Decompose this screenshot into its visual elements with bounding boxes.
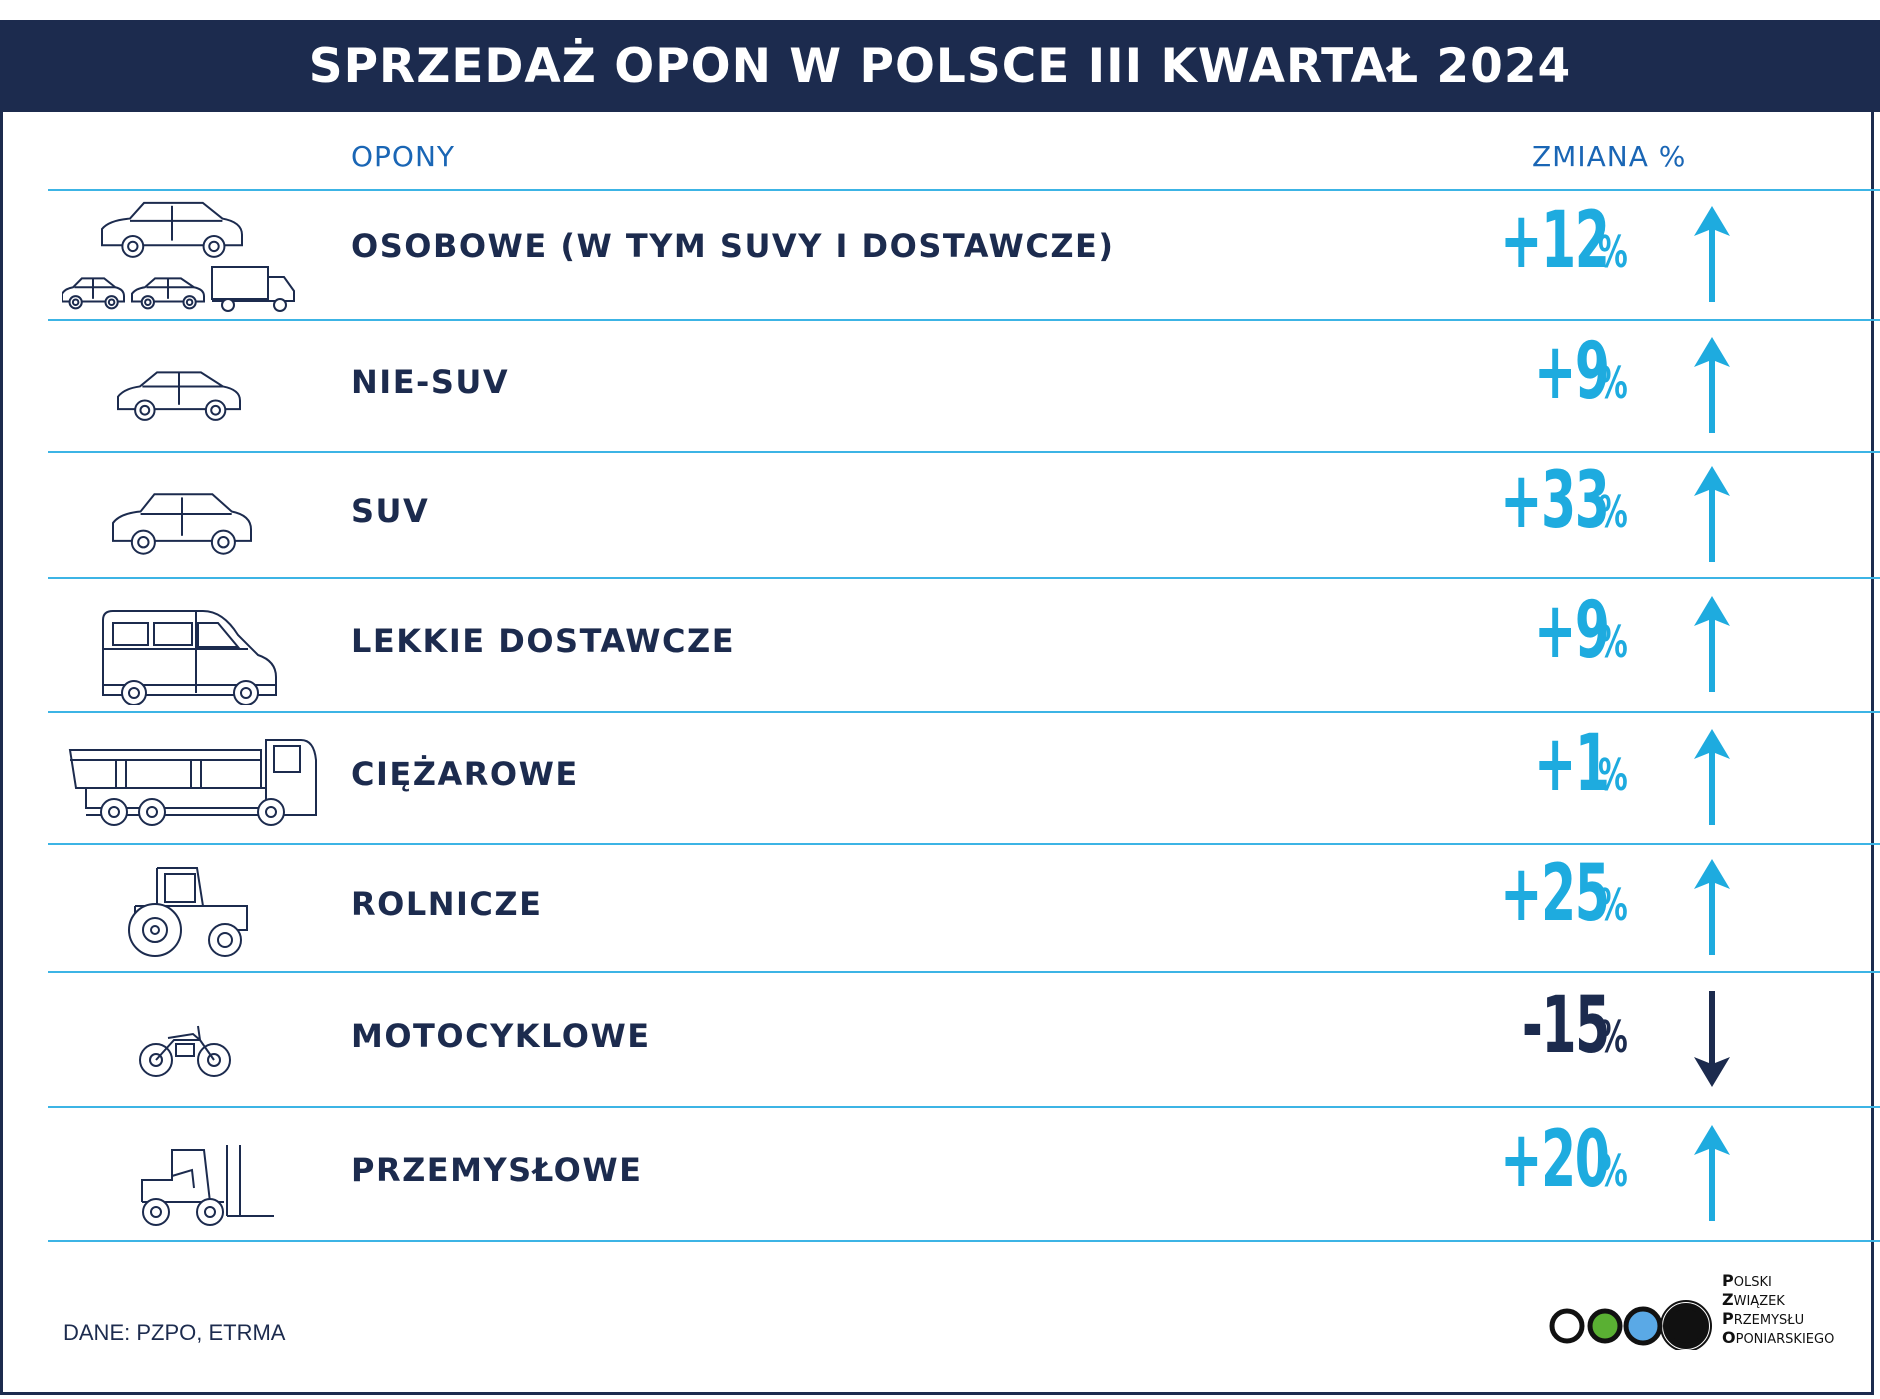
change-number: +33 xyxy=(1499,456,1610,546)
category-label: SUV xyxy=(351,492,430,530)
row-divider xyxy=(48,451,1880,453)
page-title: SPRZEDAŻ OPON W POLSCE III KWARTAŁ 2024 xyxy=(308,38,1572,94)
arrow-up-icon xyxy=(1694,466,1730,562)
arrow-up-icon xyxy=(1694,859,1730,955)
change-value: +20% xyxy=(1458,1115,1638,1205)
change-value: +9% xyxy=(1505,327,1638,417)
logo-text-line: OPONIARSKIEGO xyxy=(1722,1328,1835,1347)
change-value: +33% xyxy=(1458,456,1638,546)
logo-text-line: POLSKI xyxy=(1722,1271,1772,1290)
pzpo-logo-icon xyxy=(1549,1300,1712,1350)
change-number: +9 xyxy=(1533,327,1610,417)
van-icon xyxy=(102,610,277,705)
change-value: +12% xyxy=(1458,196,1638,286)
logo-circle xyxy=(1623,1306,1663,1346)
logo-circle xyxy=(1587,1308,1623,1344)
percent-sign: % xyxy=(1598,487,1629,538)
percent-sign: % xyxy=(1598,227,1629,278)
change-number: +20 xyxy=(1499,1115,1610,1205)
suv-icon xyxy=(112,493,252,555)
title-banner: SPRZEDAŻ OPON W POLSCE III KWARTAŁ 2024 xyxy=(0,20,1880,112)
column-header-category: OPONY xyxy=(351,140,456,173)
row-divider xyxy=(48,971,1880,973)
category-label: LEKKIE DOSTAWCZE xyxy=(351,622,736,660)
category-label: ROLNICZE xyxy=(351,885,543,923)
change-number: +1 xyxy=(1533,719,1610,809)
change-value: +1% xyxy=(1505,719,1638,809)
arrow-up-icon xyxy=(1694,337,1730,433)
change-value: -15% xyxy=(1488,981,1638,1071)
logo-text-line: ZWIĄZEK xyxy=(1722,1290,1785,1309)
row-divider xyxy=(48,1106,1880,1108)
row-divider xyxy=(48,319,1880,321)
arrow-up-icon xyxy=(1694,206,1730,302)
percent-sign: % xyxy=(1598,1146,1629,1197)
change-number: +12 xyxy=(1499,196,1610,286)
arrow-up-icon xyxy=(1694,596,1730,692)
hatchback-icon xyxy=(117,371,241,421)
category-label: OSOBOWE (W TYM SUVY I DOSTAWCZE) xyxy=(351,227,1115,265)
row-divider xyxy=(48,189,1880,191)
logo-circle xyxy=(1549,1308,1585,1344)
change-number: +25 xyxy=(1499,849,1610,939)
forklift-icon xyxy=(141,1145,274,1226)
change-value: +25% xyxy=(1458,849,1638,939)
change-number: +9 xyxy=(1533,586,1610,676)
percent-sign: % xyxy=(1598,1011,1629,1063)
row-divider xyxy=(48,1240,1880,1242)
logo-text-line: PRZEMYSŁU xyxy=(1722,1309,1805,1328)
column-header-change: ZMIANA % xyxy=(1532,140,1687,173)
category-label: MOTOCYKLOWE xyxy=(351,1016,651,1055)
category-label: NIE-SUV xyxy=(351,363,510,401)
content-frame xyxy=(0,20,1874,1395)
arrow-up-icon xyxy=(1694,1125,1730,1221)
cars-group-icon xyxy=(62,201,295,312)
percent-sign: % xyxy=(1598,750,1629,801)
tractor-icon xyxy=(128,867,248,957)
category-label: PRZEMYSŁOWE xyxy=(351,1151,643,1189)
logo-circle xyxy=(1663,1303,1709,1349)
arrow-down-icon xyxy=(1694,990,1730,1087)
row-divider xyxy=(48,843,1880,845)
row-divider xyxy=(48,577,1880,579)
truck-icon xyxy=(68,739,317,826)
category-label: CIĘŻAROWE xyxy=(351,755,579,793)
percent-sign: % xyxy=(1598,880,1629,931)
arrow-up-icon xyxy=(1694,729,1730,825)
change-value: +9% xyxy=(1505,586,1638,676)
percent-sign: % xyxy=(1598,358,1629,409)
row-divider xyxy=(48,711,1880,713)
change-number: -15 xyxy=(1521,980,1609,1071)
logo-text: POLSKI ZWIĄZEK PRZEMYSŁU OPONIARSKIEGO xyxy=(1722,1272,1834,1348)
motorcycle-icon xyxy=(139,1025,231,1077)
source-note: DANE: PZPO, ETRMA xyxy=(63,1320,286,1345)
percent-sign: % xyxy=(1598,617,1629,668)
